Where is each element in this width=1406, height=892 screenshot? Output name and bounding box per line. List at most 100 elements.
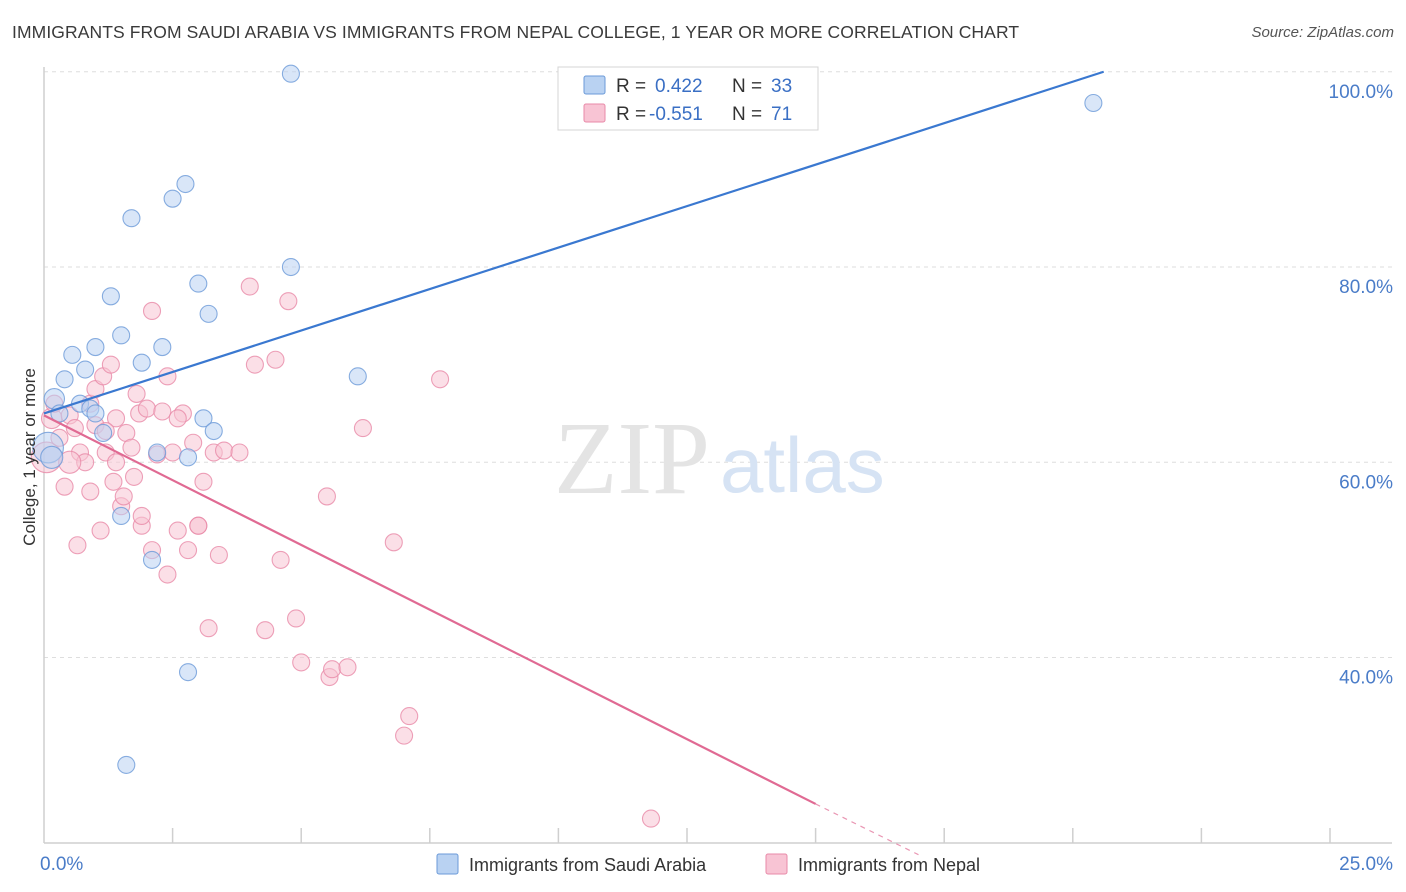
saudi-point-24 — [189, 274, 208, 293]
nepal-point-31 — [142, 301, 162, 320]
saudi-point-20 — [163, 189, 182, 208]
nepal-point-17 — [104, 472, 123, 491]
x-tick-label-0: 0.0% — [40, 854, 83, 875]
source-credit: Source: ZipAtlas.com — [1251, 24, 1394, 41]
nepal-point-52 — [271, 550, 290, 569]
nepal-point-67 — [81, 482, 100, 501]
nepal-point-63 — [400, 707, 419, 726]
legend-n-value-nepal: 71 — [771, 104, 792, 125]
nepal-point-34 — [158, 565, 177, 584]
nepal-point-33 — [153, 402, 172, 421]
bottom-legend-label-saudi: Immigrants from Saudi Arabia — [469, 855, 707, 875]
saudi-point-26 — [199, 304, 218, 323]
saudi-point-22 — [178, 448, 198, 467]
y-tick-label-2: 80.0% — [1339, 277, 1393, 298]
watermark-atlas: atlas — [720, 421, 885, 509]
nepal-point-36 — [163, 443, 182, 462]
saudi-point-29 — [281, 64, 300, 83]
axes: 40.0% 60.0% 80.0% 100.0% 0.0% 25.0% — [40, 67, 1393, 875]
nepal-point-69 — [168, 409, 187, 428]
nepal-point-45 — [209, 545, 228, 565]
nepal-point-19 — [106, 453, 126, 472]
nepal-point-55 — [292, 653, 311, 672]
saudi-point-27 — [204, 421, 223, 441]
saudi-point-19 — [153, 338, 172, 357]
saudi-point-17 — [142, 550, 162, 569]
bottom-legend-swatch-saudi — [436, 853, 459, 875]
saudi-point-23 — [178, 663, 198, 682]
nepal-point-54 — [287, 609, 306, 628]
nepal-point-25 — [127, 384, 146, 403]
saudi-point-13 — [112, 506, 131, 526]
nepal-point-4 — [55, 477, 74, 496]
saudi-point-14 — [117, 755, 136, 774]
nepal-point-13 — [91, 521, 110, 540]
legend-n-label-saudi: N = — [732, 76, 762, 97]
legend-r-label-saudi: R = — [616, 76, 646, 97]
nepal-point-21 — [114, 487, 133, 506]
legend-n-value-saudi: 33 — [771, 76, 792, 97]
y-tick-label-1: 60.0% — [1339, 472, 1393, 493]
y-tick-label-3: 100.0% — [1329, 82, 1394, 103]
saudi-point-4 — [63, 345, 82, 364]
legend-r-label-nepal: R = — [616, 104, 646, 125]
nepal-point-65 — [641, 809, 661, 828]
nepal-trend-extension — [815, 803, 919, 856]
nepal-point-51 — [266, 350, 285, 369]
legend-r-value-saudi: 0.422 — [655, 76, 703, 97]
saudi-point-32 — [40, 445, 64, 469]
saudi-point-21 — [176, 174, 195, 194]
nepal-point-29 — [137, 399, 156, 418]
saudi-point-3 — [55, 370, 74, 389]
nepal-point-70 — [189, 516, 208, 535]
nepal-point-37 — [168, 521, 187, 540]
y-axis-title: College, 1 year or more — [20, 368, 39, 546]
watermark-zip: ZIP — [554, 401, 710, 516]
saudi-point-16 — [132, 353, 151, 372]
saudi-point-8 — [86, 404, 105, 423]
nepal-point-53 — [279, 292, 298, 311]
trend-lines — [43, 70, 1105, 856]
nepal-point-24 — [124, 467, 144, 486]
correlation-legend: R = 0.422 N = 33 R = -0.551 N = 71 — [557, 66, 819, 131]
saudi-trend-line — [43, 70, 1105, 415]
nepal-point-59 — [338, 658, 357, 677]
bottom-legend-swatch-nepal — [765, 853, 788, 875]
nepal-point-43 — [199, 619, 218, 638]
nepal-point-47 — [230, 443, 249, 462]
y-tick-label-0: 40.0% — [1339, 668, 1393, 689]
legend-swatch-nepal — [583, 103, 606, 123]
nepal-point-49 — [245, 355, 264, 374]
saudi-point-11 — [101, 287, 120, 306]
nepal-point-28 — [132, 506, 151, 526]
nepal-point-16 — [101, 355, 120, 374]
saudi-point-30 — [348, 367, 367, 386]
chart-title: IMMIGRANTS FROM SAUDI ARABIA VS IMMIGRAN… — [12, 22, 1020, 42]
saudi-point-10 — [94, 423, 113, 443]
nepal-point-42 — [194, 472, 213, 491]
nepal-point-60 — [353, 419, 372, 438]
nepal-trend-line — [43, 414, 817, 805]
nepal-point-64 — [431, 370, 450, 389]
gridlines — [44, 71, 1392, 659]
saudi-point-15 — [122, 209, 141, 228]
saudi-point-18 — [148, 443, 167, 462]
nepal-point-61 — [384, 533, 403, 552]
series-nepal-points — [30, 277, 661, 828]
nepal-point-48 — [240, 277, 259, 296]
nepal-point-39 — [178, 541, 198, 560]
saudi-point-31 — [1084, 93, 1103, 113]
nepal-point-46 — [214, 441, 234, 460]
legend-n-label-nepal: N = — [732, 104, 762, 125]
nepal-point-58 — [323, 660, 342, 679]
legend-swatch-saudi — [583, 75, 606, 95]
series-legend: Immigrants from Saudi Arabia Immigrants … — [436, 853, 980, 875]
legend-r-value-nepal: -0.551 — [649, 104, 703, 125]
x-tick-label-1: 25.0% — [1339, 854, 1393, 875]
watermark: ZIP atlas — [554, 401, 885, 516]
nepal-point-23 — [122, 438, 141, 457]
saudi-point-25 — [194, 409, 213, 428]
nepal-point-7 — [68, 536, 87, 555]
saudi-point-28 — [281, 257, 300, 277]
